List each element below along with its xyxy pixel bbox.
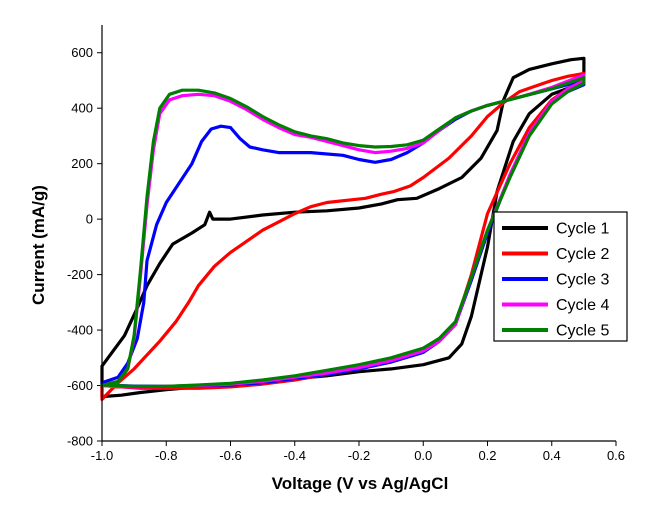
legend-label: Cycle 2 — [556, 246, 609, 263]
series-lines — [100, 56, 586, 401]
x-tick-label: 0.4 — [543, 448, 561, 463]
legend-label: Cycle 1 — [556, 221, 609, 238]
y-tick-label: 200 — [71, 156, 93, 171]
x-tick-label: -0.6 — [219, 448, 241, 463]
x-tick-label: -0.2 — [348, 448, 370, 463]
y-axis-ticks: -800 -600 -400 -200 0 200 400 600 — [67, 45, 102, 449]
legend-box — [493, 211, 628, 342]
x-tick-label: -0.8 — [155, 448, 177, 463]
x-tick-label: 0.6 — [607, 448, 625, 463]
x-tick-label: -0.4 — [284, 448, 306, 463]
x-axis-ticks: -1.0 -0.8 -0.6 -0.4 -0.2 0.0 0.2 0.4 0.6 — [91, 441, 625, 463]
y-tick-label: 600 — [71, 45, 93, 60]
y-tick-label: 0 — [86, 212, 93, 227]
x-axis-title: Voltage (V vs Ag/AgCl — [272, 474, 449, 493]
y-tick-label: -200 — [67, 267, 93, 282]
legend-label: Cycle 4 — [556, 297, 609, 314]
y-tick-label: 400 — [71, 101, 93, 116]
y-axis-title: Current (mA/g) — [29, 185, 48, 305]
series-line-cycle-5 — [100, 76, 586, 388]
legend: Cycle 1 Cycle 2 Cycle 3 Cycle 4 Cycle 5 — [493, 211, 628, 342]
x-tick-label: 0.2 — [478, 448, 496, 463]
y-tick-label: -600 — [67, 378, 93, 393]
y-tick-label: -800 — [67, 434, 93, 449]
x-tick-label: 0.0 — [414, 448, 432, 463]
legend-label: Cycle 5 — [556, 323, 609, 340]
y-tick-label: -400 — [67, 323, 93, 338]
x-tick-label: -1.0 — [91, 448, 113, 463]
legend-label: Cycle 3 — [556, 272, 609, 289]
